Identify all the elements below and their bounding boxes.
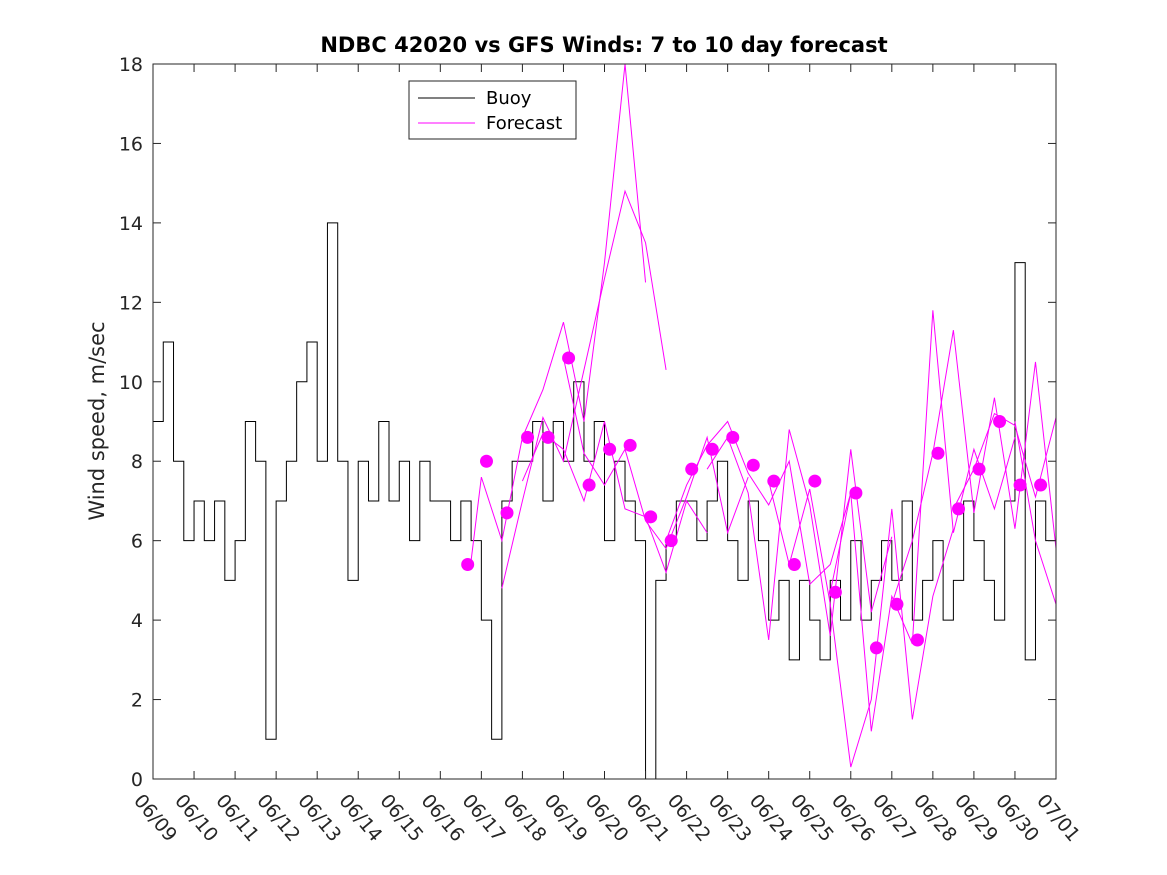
forecast-marker (828, 585, 842, 599)
forecast-line-6 (706, 429, 893, 641)
legend: Buoy Forecast (408, 80, 577, 140)
forecast-marker (952, 502, 966, 516)
marker-layer (461, 351, 1048, 655)
y-tick-label: 18 (119, 54, 143, 76)
forecast-marker (479, 454, 493, 468)
forecast-marker (705, 442, 719, 456)
forecast-marker (787, 558, 801, 571)
y-tick-label: 14 (119, 213, 143, 235)
forecast-marker (972, 462, 986, 476)
forecast-marker (500, 506, 514, 520)
forecast-line-2 (501, 189, 667, 589)
forecast-marker (685, 462, 699, 476)
forecast-line-4 (562, 357, 749, 550)
legend-box (408, 80, 577, 140)
forecast-line-9 (891, 330, 1056, 605)
forecast-marker (603, 442, 617, 456)
buoy-line (153, 222, 1056, 779)
forecast-marker (562, 351, 576, 365)
forecast-marker (993, 415, 1007, 428)
y-tick-label: 8 (131, 451, 143, 473)
forecast-marker (1013, 478, 1027, 492)
forecast-marker (869, 641, 883, 655)
forecast-marker (849, 486, 863, 500)
forecast-marker (726, 430, 740, 444)
y-tick-label: 2 (131, 690, 143, 712)
y-axis-label: Wind speed, m/sec (85, 321, 109, 520)
chart-title: NDBC 42020 vs GFS Winds: 7 to 10 day for… (320, 33, 887, 57)
forecast-marker (746, 458, 760, 472)
forecast-marker (582, 478, 596, 492)
forecast-marker (664, 534, 678, 548)
forecast-marker (461, 558, 475, 571)
forecast-marker (767, 474, 781, 488)
forecast-marker (541, 430, 555, 444)
forecast-line-8 (829, 310, 1016, 732)
forecast-marker (808, 474, 822, 488)
forecast-marker (1034, 478, 1048, 492)
forecast-marker (910, 633, 924, 647)
y-tick-label: 16 (119, 133, 143, 155)
forecast-marker (623, 438, 637, 452)
forecast-marker (931, 446, 945, 460)
forecast-marker (890, 597, 904, 611)
y-tick-label: 6 (131, 531, 143, 553)
forecast-line-11 (1014, 421, 1056, 605)
y-tick-label: 0 (131, 769, 143, 791)
y-tick-label: 12 (119, 292, 143, 314)
legend-label-forecast: Forecast (486, 113, 562, 134)
forecast-marker (521, 430, 535, 444)
y-tick-label: 10 (119, 372, 143, 394)
legend-label-buoy: Buoy (486, 88, 532, 109)
forecast-marker (644, 510, 658, 524)
y-tick-label: 4 (131, 610, 143, 632)
forecast-line-7 (768, 480, 954, 768)
forecast-line-1 (470, 64, 647, 561)
